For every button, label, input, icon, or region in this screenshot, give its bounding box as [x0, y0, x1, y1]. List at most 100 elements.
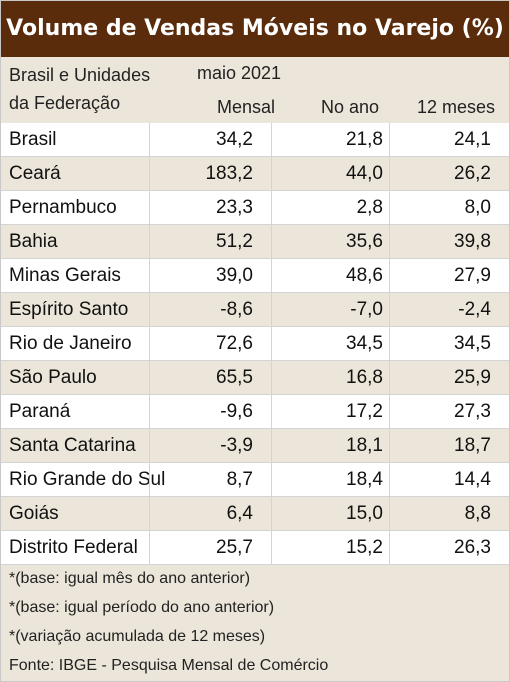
column-divider — [149, 259, 150, 292]
region-name: Minas Gerais — [9, 265, 121, 286]
value-no-ano: 35,6 — [346, 231, 383, 252]
column-divider — [389, 361, 390, 394]
table-row: Brasil 34,2 21,8 24,1 — [1, 123, 509, 157]
value-no-ano: 17,2 — [346, 401, 383, 422]
table-body: Brasil 34,2 21,8 24,1 Ceará 183,2 44,0 26,2 Pern… — [1, 123, 509, 565]
value-12-meses: 8,8 — [464, 503, 491, 524]
table-row: Espírito Santo -8,6 -7,0 -2,4 — [1, 293, 509, 327]
value-mensal: 34,2 — [216, 129, 253, 150]
column-divider — [149, 497, 150, 530]
column-divider — [389, 429, 390, 462]
column-divider — [389, 327, 390, 360]
region-label-line2: da Federação — [9, 93, 121, 113]
column-divider — [149, 429, 150, 462]
column-divider — [149, 293, 150, 326]
column-divider — [149, 463, 150, 496]
value-no-ano: 15,2 — [346, 537, 383, 558]
column-divider — [149, 191, 150, 224]
column-divider — [149, 225, 150, 258]
column-divider — [271, 327, 272, 360]
value-mensal: -9,6 — [220, 401, 253, 422]
value-mensal: -8,6 — [220, 299, 253, 320]
value-no-ano: 34,5 — [346, 333, 383, 354]
table-row: Distrito Federal 25,7 15,2 26,3 — [1, 531, 509, 565]
region-name: Brasil — [9, 129, 57, 150]
footnote-12-meses: *(variação acumulada de 12 meses) — [9, 628, 266, 645]
table-row: Pernambuco 23,3 2,8 8,0 — [1, 191, 509, 225]
table-title: Volume de Vendas Móveis no Varejo (%) — [1, 1, 509, 57]
value-12-meses: 26,3 — [454, 537, 491, 558]
value-12-meses: 8,0 — [464, 197, 491, 218]
value-12-meses: 34,5 — [454, 333, 491, 354]
region-name: Rio Grande do Sul — [9, 469, 166, 490]
value-mensal: 39,0 — [216, 265, 253, 286]
region-name: Distrito Federal — [9, 537, 138, 558]
table-row: Rio de Janeiro 72,6 34,5 34,5 — [1, 327, 509, 361]
value-12-meses: 18,7 — [454, 435, 491, 456]
footnotes: *(base: igual mês do ano anterior) *(bas… — [1, 565, 509, 681]
column-divider — [271, 395, 272, 428]
value-mensal: 183,2 — [205, 163, 253, 184]
region-name: São Paulo — [9, 367, 97, 388]
value-no-ano: 15,0 — [346, 503, 383, 524]
value-no-ano: -7,0 — [350, 299, 383, 320]
table-row: Minas Gerais 39,0 48,6 27,9 — [1, 259, 509, 293]
column-divider — [271, 293, 272, 326]
value-no-ano: 18,1 — [346, 435, 383, 456]
region-name: Goiás — [9, 503, 59, 524]
column-divider — [389, 123, 390, 156]
column-header-mensal: Mensal — [216, 97, 275, 117]
table-row: São Paulo 65,5 16,8 25,9 — [1, 361, 509, 395]
region-name: Pernambuco — [9, 197, 117, 218]
value-no-ano: 2,8 — [356, 197, 383, 218]
column-divider — [271, 123, 272, 156]
column-divider — [271, 361, 272, 394]
value-12-meses: 14,4 — [454, 469, 491, 490]
table-row: Paraná -9,6 17,2 27,3 — [1, 395, 509, 429]
value-mensal: 8,7 — [226, 469, 253, 490]
column-header-no-ano: No ano — [320, 97, 379, 117]
value-12-meses: 26,2 — [454, 163, 491, 184]
column-divider — [389, 463, 390, 496]
value-mensal: 65,5 — [216, 367, 253, 388]
value-12-meses: -2,4 — [458, 299, 491, 320]
column-divider — [389, 157, 390, 190]
value-mensal: 72,6 — [216, 333, 253, 354]
value-no-ano: 44,0 — [346, 163, 383, 184]
region-name: Bahia — [9, 231, 58, 252]
value-mensal: 51,2 — [216, 231, 253, 252]
value-mensal: -3,9 — [220, 435, 253, 456]
footnote-mensal: *(base: igual mês do ano anterior) — [9, 570, 251, 587]
column-header-12-meses: 12 meses — [416, 97, 495, 117]
table-row: Bahia 51,2 35,6 39,8 — [1, 225, 509, 259]
column-divider — [271, 157, 272, 190]
value-no-ano: 16,8 — [346, 367, 383, 388]
column-divider — [271, 191, 272, 224]
column-divider — [271, 225, 272, 258]
value-12-meses: 25,9 — [454, 367, 491, 388]
table-row: Ceará 183,2 44,0 26,2 — [1, 157, 509, 191]
table-row: Rio Grande do Sul 8,7 18,4 14,4 — [1, 463, 509, 497]
period-label: maio 2021 — [197, 63, 282, 83]
footnote-no-ano: *(base: igual período do ano anterior) — [9, 599, 275, 616]
column-divider — [149, 361, 150, 394]
column-divider — [149, 123, 150, 156]
column-divider — [271, 531, 272, 564]
value-no-ano: 21,8 — [346, 129, 383, 150]
value-mensal: 25,7 — [216, 537, 253, 558]
region-name: Rio de Janeiro — [9, 333, 132, 354]
value-no-ano: 48,6 — [346, 265, 383, 286]
region-label-line1: Brasil e Unidades — [9, 65, 151, 85]
column-divider — [149, 395, 150, 428]
column-divider — [389, 395, 390, 428]
column-divider — [389, 531, 390, 564]
column-divider — [271, 259, 272, 292]
column-divider — [389, 191, 390, 224]
value-mensal: 23,3 — [216, 197, 253, 218]
region-name: Ceará — [9, 163, 61, 184]
column-divider — [389, 225, 390, 258]
value-mensal: 6,4 — [226, 503, 253, 524]
column-divider — [389, 293, 390, 326]
value-12-meses: 27,3 — [454, 401, 491, 422]
